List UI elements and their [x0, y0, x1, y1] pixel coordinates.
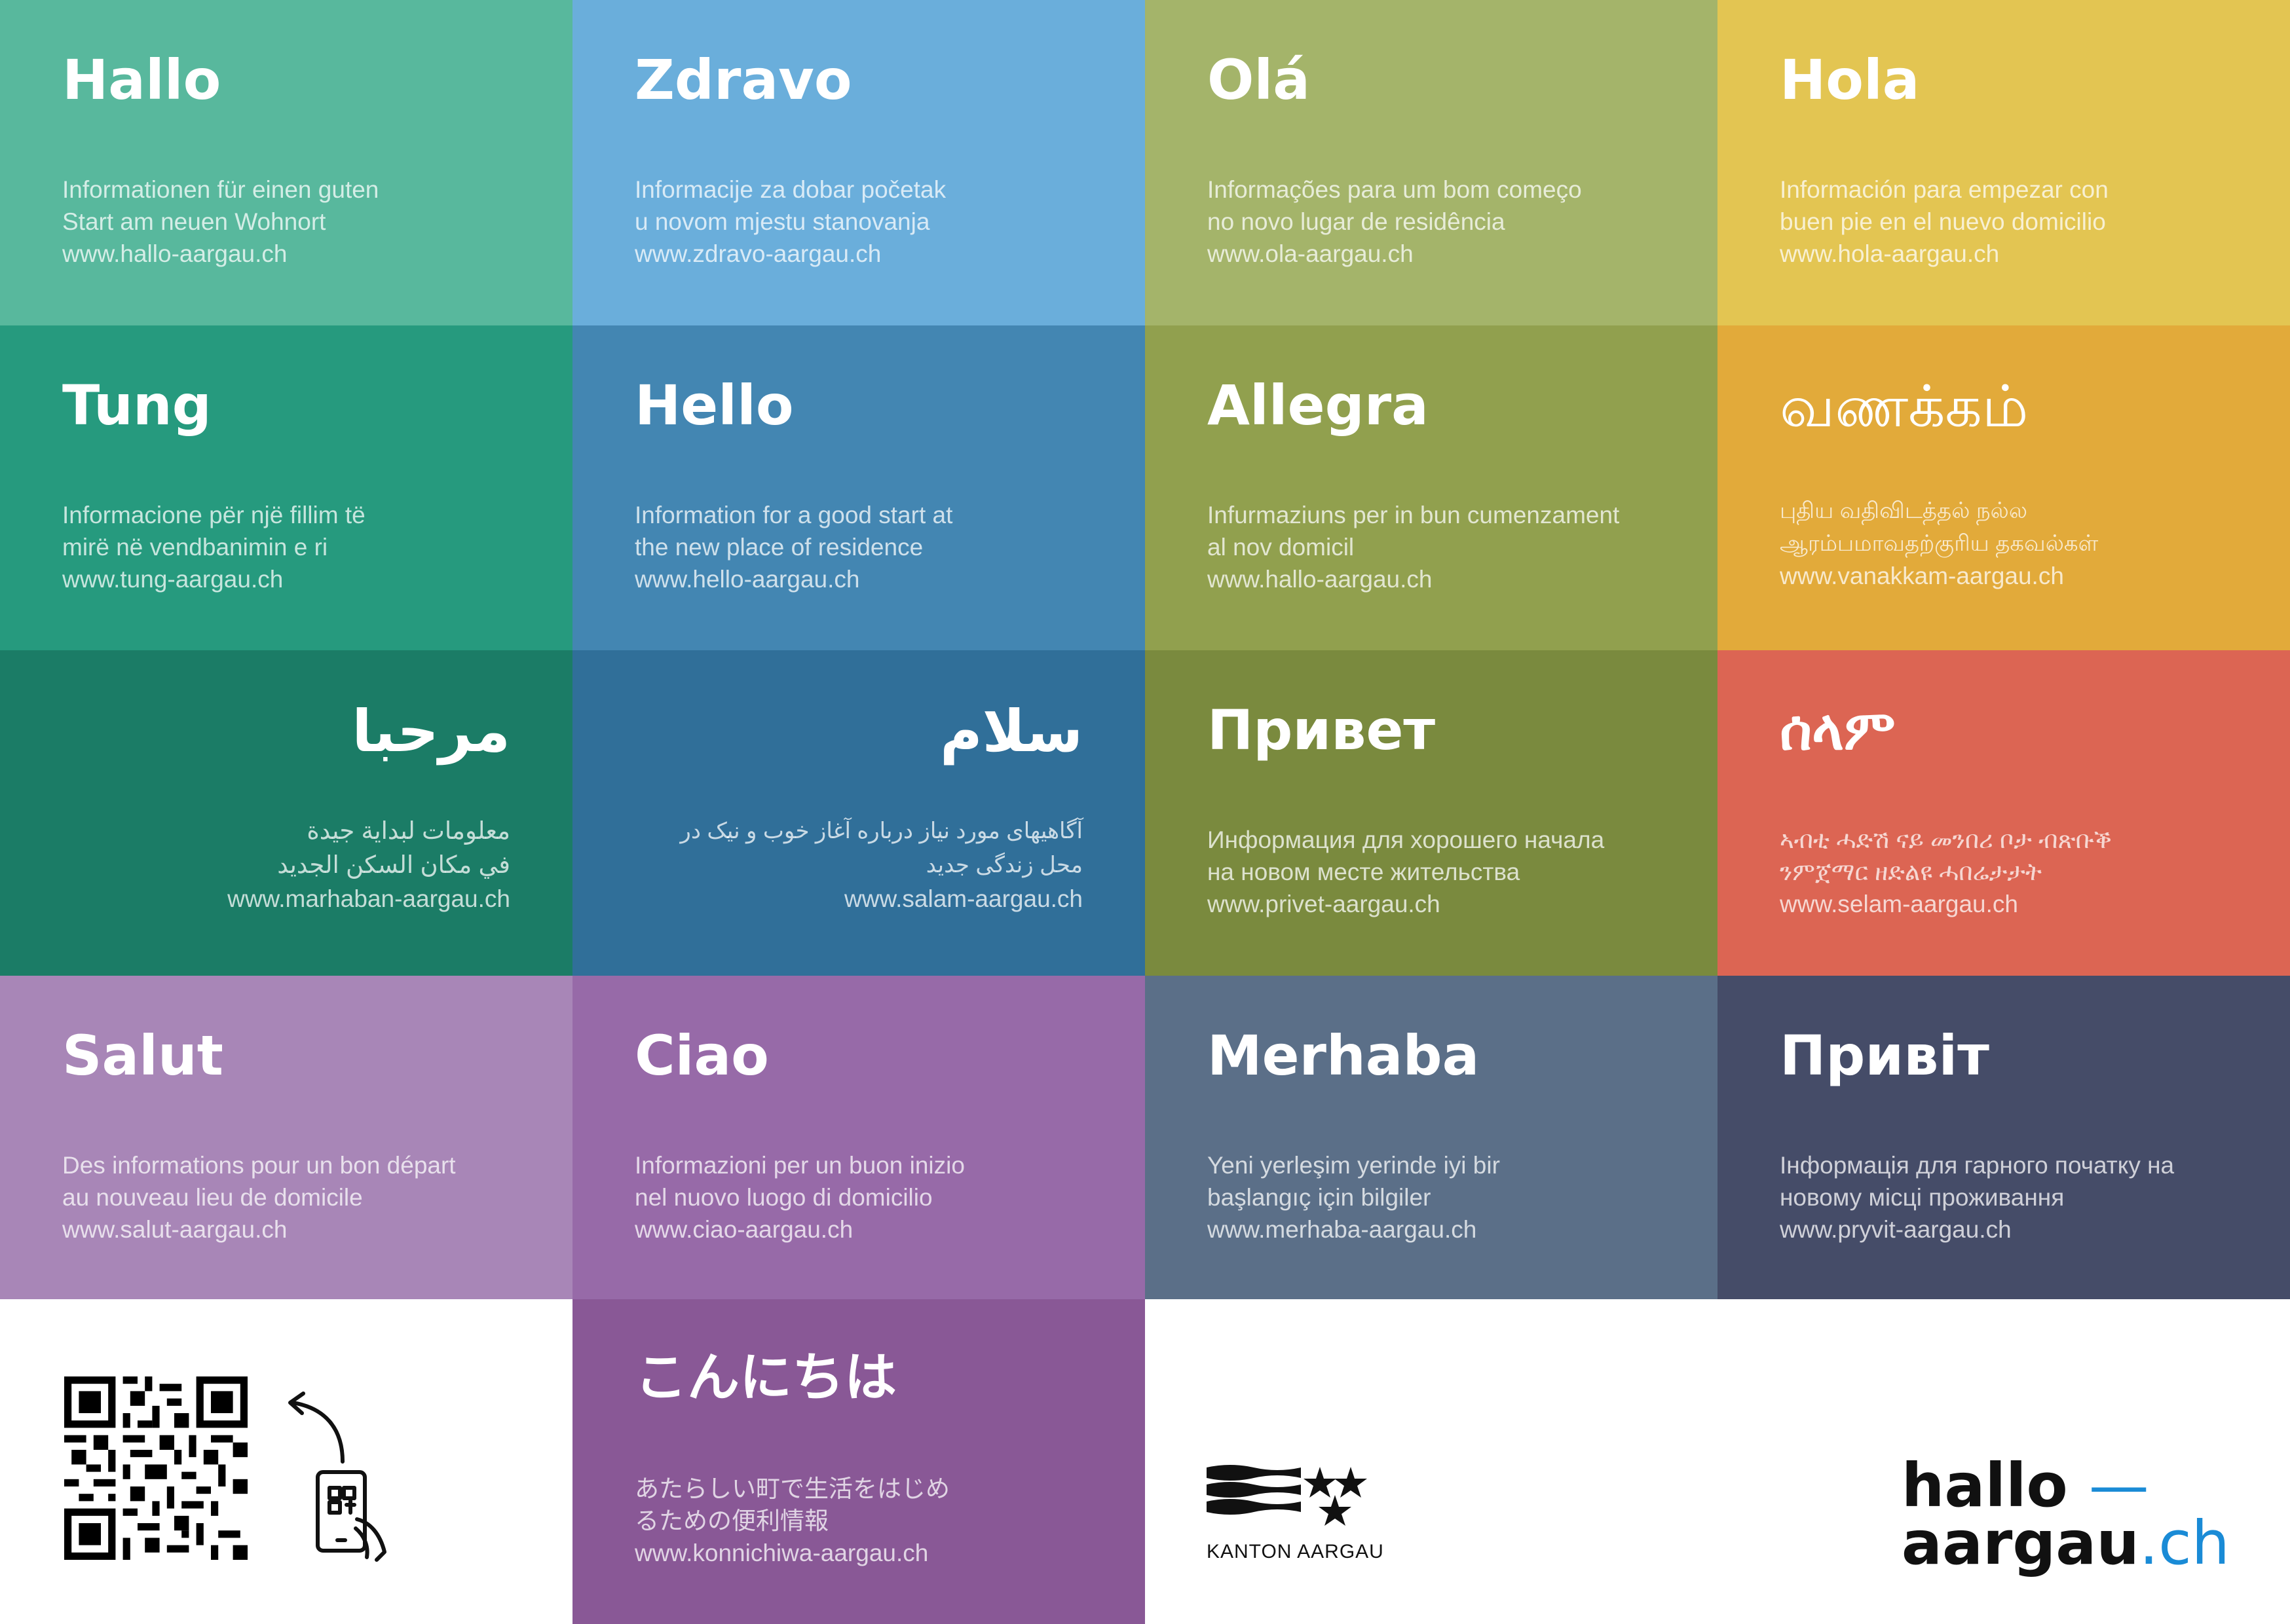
tile-url[interactable]: www.merhaba-aargau.ch: [1207, 1216, 1477, 1243]
description-text: Des informations pour un bon départ au n…: [62, 1152, 456, 1211]
tile-url[interactable]: www.selam-aargau.ch: [1780, 891, 2018, 917]
tile-description: புதிய வதிவிடத்தல் நல்ல ஆரம்பமாவதற்குரிய …: [1780, 494, 2228, 593]
tile-url[interactable]: www.hallo-aargau.ch: [62, 240, 288, 267]
tile-merhaba: Merhaba Yeni yerleşim yerinde iyi bir ba…: [1145, 976, 1718, 1299]
tile-description: ኣብቲ ሓድሽ ናይ መንበሪ ቦታ ብጽቡቕ ንምጀማር ዘድልዩ ሓበሬታታ…: [1780, 824, 2228, 920]
tile-hola: Hola Información para empezar con buen p…: [1718, 0, 2290, 325]
tile-url[interactable]: www.marhaban-aargau.ch: [227, 885, 510, 912]
tile-url[interactable]: www.salam-aargau.ch: [844, 885, 1083, 912]
tile-description: Информация для хорошего начала на новом …: [1207, 824, 1655, 920]
tile-salut: Salut Des informations pour un bon dépar…: [0, 976, 572, 1299]
greeting: Hello: [635, 373, 794, 437]
tile-url[interactable]: www.ola-aargau.ch: [1207, 240, 1414, 267]
description-text: Informazioni per un buon inizio nel nuov…: [635, 1152, 965, 1211]
greeting: Allegra: [1207, 373, 1429, 437]
greeting: Hola: [1780, 48, 1920, 112]
tile-description: Des informations pour un bon départ au n…: [62, 1149, 510, 1246]
tile-hallo: Hallo Informationen für einen guten Star…: [0, 0, 572, 325]
tile-allegra: Allegra Infurmaziuns per in bun cumenzam…: [1145, 325, 1718, 650]
tile-description: Informações para um bom começo no novo l…: [1207, 174, 1655, 270]
greeting: Ciao: [635, 1024, 769, 1088]
brand-word-aargau: aargau: [1901, 1508, 2139, 1578]
description-text: Informacione për një fillim të mirë në v…: [62, 502, 366, 561]
tile-url[interactable]: www.tung-aargau.ch: [62, 566, 284, 593]
tile-description: Información para empezar con buen pie en…: [1780, 174, 2228, 270]
greeting: Привет: [1207, 698, 1436, 762]
tile-ola: Olá Informações para um bom começo no no…: [1145, 0, 1718, 325]
description-text: Informações para um bom começo no novo l…: [1207, 176, 1582, 235]
tile-description: آگاهیهای مورد نیاز درباره آغاز خوب و نیک…: [635, 814, 1083, 916]
tile-privet: Привет Информация для хорошего начала на…: [1145, 650, 1718, 976]
description-text: Información para empezar con buen pie en…: [1780, 176, 2109, 235]
tile-marhaban: مرحبا معلومات لبداية جيدة في مكان السكن …: [0, 650, 572, 976]
description-text: معلومات لبداية جيدة في مكان السكن الجديد: [277, 817, 510, 878]
tile-konnichiwa: こんにちは あたらしい町で生活をはじめ るための便利情報 www.konnichi…: [572, 1299, 1145, 1624]
description-text: Informationen für einen guten Start am n…: [62, 176, 379, 235]
description-text: آگاهیهای مورد نیاز درباره آغاز خوب و نیک…: [680, 819, 1083, 877]
tile-selam: ሰላም ኣብቲ ሓድሽ ናይ መንበሪ ቦታ ብጽቡቕ ንምጀማር ዘድልዩ ሓ…: [1718, 650, 2290, 976]
brand-tld: .ch: [2139, 1508, 2230, 1578]
description-text: Інформація для гарного початку на новому…: [1780, 1152, 2175, 1211]
greeting: مرحبا: [352, 697, 510, 765]
tile-description: Infurmaziuns per in bun cumenzament al n…: [1207, 499, 1655, 595]
greeting: Salut: [62, 1024, 223, 1088]
kanton-aargau-logo: [1207, 1465, 1367, 1526]
description-text: Infurmaziuns per in bun cumenzament al n…: [1207, 502, 1620, 561]
tile-vanakkam: வணக்கம் புதிய வதிவிடத்தல் நல்ல ஆரம்பமாவத…: [1718, 325, 2290, 650]
tile-url[interactable]: www.privet-aargau.ch: [1207, 891, 1440, 917]
hallo-aargau-logo: hallo — aargau.ch: [1902, 1456, 2230, 1574]
greeting: Merhaba: [1207, 1024, 1480, 1088]
tile-url[interactable]: www.ciao-aargau.ch: [635, 1216, 854, 1243]
description-text: Information for a good start at the new …: [635, 502, 953, 561]
tile-url[interactable]: www.salut-aargau.ch: [62, 1216, 288, 1243]
tile-pryvit: Привіт Інформація для гарного початку на…: [1718, 976, 2290, 1299]
greeting: Tung: [62, 373, 212, 437]
tile-url[interactable]: www.konnichiwa-aargau.ch: [635, 1540, 929, 1566]
kanton-label: KANTON AARGAU: [1207, 1541, 1384, 1562]
tile-ciao: Ciao Informazioni per un buon inizio nel…: [572, 976, 1145, 1299]
tile-url[interactable]: www.hola-aargau.ch: [1780, 240, 2000, 267]
brand-word-hallo: hallo: [1901, 1450, 2068, 1521]
tile-description: あたらしい町で生活をはじめ るための便利情報 www.konnichiwa-aar…: [635, 1473, 1083, 1569]
tile-url[interactable]: www.pryvit-aargau.ch: [1780, 1216, 2012, 1243]
tile-description: Informacije za dobar početak u novom mje…: [635, 174, 1083, 270]
tile-description: Informazioni per un buon inizio nel nuov…: [635, 1149, 1083, 1246]
brand-dash: —: [2088, 1450, 2149, 1521]
description-text: புதிய வதிவிடத்தல் நல்ல ஆரம்பமாவதற்குரிய …: [1780, 498, 2099, 556]
tile-tung: Tung Informacione për një fillim të mirë…: [0, 325, 572, 650]
description-text: あたらしい町で生活をはじめ るための便利情報: [635, 1475, 950, 1534]
description-text: Yeni yerleşim yerinde iyi bir başlangıç …: [1207, 1152, 1500, 1211]
qr-code[interactable]: [64, 1376, 248, 1560]
tile-description: Informacione për një fillim të mirë në v…: [62, 499, 510, 595]
greeting: வணக்கம்: [1780, 373, 2029, 440]
tile-zdravo: Zdravo Informacije za dobar početak u no…: [572, 0, 1145, 325]
greeting: سلام: [940, 697, 1083, 765]
tile-salam: سلام آگاهیهای مورد نیاز درباره آغاز خوب …: [572, 650, 1145, 976]
greeting: ሰላም: [1780, 698, 1896, 762]
tile-description: Information for a good start at the new …: [635, 499, 1083, 595]
greeting: Привіт: [1780, 1024, 1989, 1088]
tile-url[interactable]: www.hallo-aargau.ch: [1207, 566, 1433, 593]
greeting: Zdravo: [635, 48, 852, 112]
tile-description: معلومات لبداية جيدة في مكان السكن الجديد…: [62, 814, 510, 916]
tile-description: Yeni yerleşim yerinde iyi bir başlangıç …: [1207, 1149, 1655, 1246]
phone-scan-icon: [288, 1392, 386, 1562]
tile-description: Інформація для гарного початку на новому…: [1780, 1149, 2228, 1246]
description-text: Информация для хорошего начала на новом …: [1207, 826, 1605, 885]
tile-hello: Hello Information for a good start at th…: [572, 325, 1145, 650]
greeting: Hallo: [62, 48, 221, 112]
tile-description: Informationen für einen guten Start am n…: [62, 174, 510, 270]
greeting: こんにちは: [635, 1347, 897, 1408]
greeting: Olá: [1207, 48, 1310, 112]
tile-url[interactable]: www.vanakkam-aargau.ch: [1780, 563, 2064, 589]
description-text: ኣብቲ ሓድሽ ናይ መንበሪ ቦታ ብጽቡቕ ንምጀማር ዘድልዩ ሓበሬታታ…: [1780, 826, 2112, 885]
brand-line-2: aargau.ch: [1902, 1513, 2230, 1574]
brand-line-1: hallo —: [1902, 1456, 2230, 1516]
description-text: Informacije za dobar početak u novom mje…: [635, 176, 947, 235]
tile-url[interactable]: www.zdravo-aargau.ch: [635, 240, 882, 267]
tile-url[interactable]: www.hello-aargau.ch: [635, 566, 860, 593]
